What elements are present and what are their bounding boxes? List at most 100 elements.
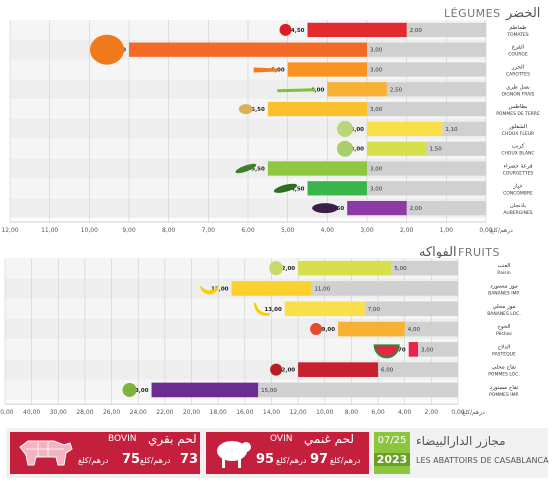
max-price-label: 4,50 xyxy=(291,28,305,34)
min-price-label: 3,00 xyxy=(421,347,434,353)
category-label-fr: POMMES DE TERRE xyxy=(496,111,540,117)
category-label-ar: كرنب xyxy=(512,143,525,150)
beef-price1: 73 xyxy=(180,452,199,467)
peach-icon xyxy=(310,323,323,336)
tick-label: 5,00 xyxy=(281,227,295,234)
min-price-label: 3,00 xyxy=(370,167,383,173)
tick-label: 6,00 xyxy=(371,409,385,416)
cucumber-icon xyxy=(273,183,298,193)
lamb-price2-unit: درهم/كلغ xyxy=(330,456,361,465)
fruits-header: FRUITS الفواكه xyxy=(0,243,552,261)
lamb-price1: 95 xyxy=(256,452,275,467)
max-price-label: 13,00 xyxy=(264,307,282,313)
min-price-bar xyxy=(406,22,486,38)
min-price-bar xyxy=(367,101,486,117)
min-price-bar xyxy=(367,161,486,176)
min-price-bar xyxy=(404,321,458,337)
tick-label: 12,00 xyxy=(290,409,307,416)
beef-price-box: BOVIN لحم بقري درهم/كلغ 75 درهم/كلغ 73 xyxy=(10,432,200,474)
date-label: 07/25 xyxy=(377,435,407,446)
category-label-ar: موز مستورد xyxy=(490,283,518,289)
category-label-fr: POMMES LOC. xyxy=(488,372,520,378)
grapes-icon xyxy=(269,261,284,276)
tick-label: 2,00 xyxy=(425,409,439,416)
max-price-label: 12,00 xyxy=(278,368,296,374)
min-price-bar xyxy=(442,121,486,137)
tick-label: 10,00 xyxy=(316,409,333,416)
tick-label: 10,00 xyxy=(81,227,98,234)
unit-label: درهم/كلغ xyxy=(490,227,513,234)
price-range-bar xyxy=(307,22,407,38)
tick-label: 8,00 xyxy=(162,227,176,234)
min-price-bar xyxy=(258,382,458,398)
max-price-label: 5,50 xyxy=(251,167,265,173)
min-price-bar xyxy=(391,260,458,276)
min-price-label: 3,00 xyxy=(370,186,383,192)
min-price-label: 6,00 xyxy=(381,368,394,374)
category-label-ar: بصل طري xyxy=(506,84,530,90)
category-label-fr: TOMATES xyxy=(506,32,528,38)
min-price-bar xyxy=(367,42,486,57)
tick-label: 0,00 xyxy=(451,409,465,416)
tick-label: 16,00 xyxy=(236,409,253,416)
zucchini-icon xyxy=(235,163,257,174)
fruits-title-ar: الفواكه xyxy=(419,245,457,260)
vegetables-title-ar: الخضر xyxy=(506,6,541,21)
carrot-icon xyxy=(253,67,278,73)
min-price-label: 1,50 xyxy=(430,147,443,153)
tick-label: 18,00 xyxy=(210,409,227,416)
price-range-bar xyxy=(347,200,407,216)
vegetables-title-fr: LÉGUMES xyxy=(444,7,501,20)
tick-label: 28,00 xyxy=(76,409,93,416)
category-label-ar: موز محلي xyxy=(492,304,515,310)
category-label-fr: CONCOMBRE xyxy=(503,190,533,196)
category-label-fr: Raisin xyxy=(497,270,511,276)
category-label-fr: Pêches xyxy=(496,330,512,337)
pumpkin-icon xyxy=(90,34,124,65)
tick-label: 0,00 xyxy=(479,227,493,234)
min-price-label: 3,00 xyxy=(370,68,383,74)
bananas-icon xyxy=(199,284,220,295)
max-price-label: 23,00 xyxy=(131,388,149,394)
abattoirs-branding: 07/25 2023 مجازر الدارالبيضاء LES ABATTO… xyxy=(374,432,549,474)
category-label-ar: الدلاح xyxy=(498,344,511,350)
max-price-label: 17,00 xyxy=(211,286,229,292)
sheep-icon xyxy=(217,441,251,468)
min-price-label: 4,00 xyxy=(408,327,421,333)
price-range-bar xyxy=(408,342,419,357)
price-range-bar xyxy=(129,42,367,57)
min-price-bar xyxy=(386,82,486,97)
max-price-label: 4,50 xyxy=(291,186,305,192)
tick-label: 11,00 xyxy=(41,227,58,234)
fruits-chart: 50,00 40,00 30,00 28,00 26,00 24,00 22,00 20,00… xyxy=(0,258,521,416)
category-label-fr: AUBERGINES xyxy=(503,210,532,216)
lamb-price1-unit: درهم/كلغ xyxy=(276,456,307,465)
tomato-icon xyxy=(279,23,292,36)
tick-label: 9,00 xyxy=(122,227,136,234)
category-label-fr: PASTEQUE xyxy=(492,351,516,357)
date-badge: 07/25 2023 xyxy=(374,432,410,474)
min-price-label: 3,00 xyxy=(370,107,383,113)
vegetables-chart: 12,00 11,00 10,00 9,00 8,00 7,00 6,00 5,00 4,00 3… xyxy=(1,20,540,234)
category-label-ar: قرعة خضراء xyxy=(504,164,533,170)
price-range-bar xyxy=(298,362,379,377)
tick-label: 40,00 xyxy=(23,409,40,416)
category-label-fr: CAROTTES xyxy=(506,72,530,78)
max-price-label: 3,00 xyxy=(350,127,364,133)
category-label-fr: POMMES IMP. xyxy=(489,392,519,398)
price-range-bar xyxy=(367,141,427,156)
category-label-ar: الخوخ xyxy=(497,324,511,330)
lamb-price2: 97 xyxy=(310,452,329,467)
beef-price2: 75 xyxy=(122,452,141,467)
tick-label: 14,00 xyxy=(263,409,280,416)
min-price-bar xyxy=(364,301,458,317)
cauliflower-icon xyxy=(337,120,353,137)
year-label: 2023 xyxy=(374,453,410,466)
tick-label: 12,00 xyxy=(1,227,18,234)
tick-label: 7,00 xyxy=(202,227,216,234)
tick-label: 4,00 xyxy=(321,227,335,234)
tick-label: 3,00 xyxy=(360,227,374,234)
category-label-fr: COURGE xyxy=(508,52,528,58)
min-price-label: 15,00 xyxy=(261,388,277,394)
tick-label: 20,00 xyxy=(183,409,200,416)
